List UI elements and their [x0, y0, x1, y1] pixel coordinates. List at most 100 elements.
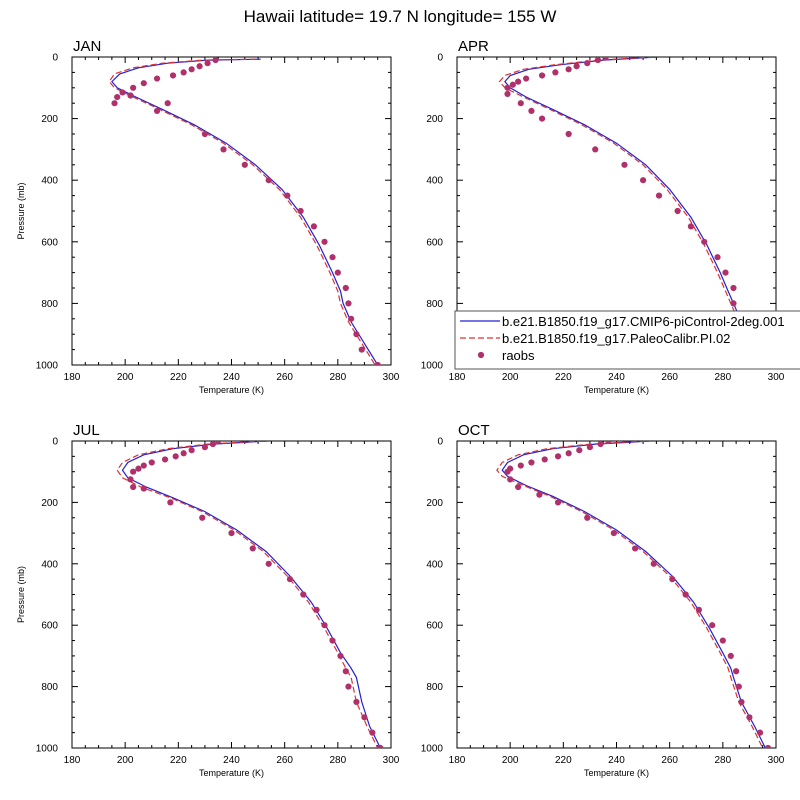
raobs-point: [321, 238, 328, 245]
x-tick-label: 200: [502, 372, 519, 383]
raobs-point: [374, 361, 381, 365]
raobs-point: [733, 668, 740, 675]
plot-frame: [71, 56, 392, 366]
raobs-point: [597, 441, 604, 448]
raobs-point: [228, 530, 235, 537]
x-tick-label: 220: [170, 755, 187, 766]
raobs-point: [249, 545, 256, 552]
x-tick-label: 300: [768, 372, 785, 383]
raobs-point: [504, 90, 511, 98]
raobs-point: [565, 450, 572, 457]
raobs-point: [342, 668, 349, 675]
raobs-point: [161, 456, 169, 463]
raobs-point: [188, 66, 195, 73]
y-tick-label: 400: [41, 559, 58, 570]
cmip6-line: [501, 441, 766, 748]
series-group: [496, 441, 772, 748]
raobs-point: [127, 92, 134, 99]
y-tick-label: 0: [437, 437, 443, 448]
x-axis-label: Temperature (K): [199, 385, 264, 395]
x-tick-label: 260: [276, 755, 293, 766]
x-tick-label: 280: [329, 372, 346, 383]
raobs-point: [730, 300, 737, 307]
raobs-point: [153, 75, 161, 82]
x-tick-label: 240: [223, 755, 240, 766]
raobs-point: [342, 284, 349, 292]
series-group: [108, 57, 381, 365]
paleocalibr-line: [496, 441, 764, 748]
x-tick-label: 300: [768, 755, 785, 766]
raobs-point: [345, 300, 352, 307]
x-tick-label: 260: [276, 372, 293, 383]
y-tick-label: 1000: [421, 744, 444, 755]
raobs-point: [353, 698, 360, 706]
raobs-point: [196, 63, 203, 70]
raobs-point: [358, 346, 365, 353]
legend-box: [454, 310, 800, 370]
raobs-point: [300, 591, 307, 598]
panels: 180 200 220 240 260 280 300 0 200 400 600 800 1000 Te…: [16, 38, 785, 778]
legend-label: b.e21.B1850.f19_g17.PaleoCalibr.PI.02: [502, 331, 730, 346]
raobs-point: [528, 107, 535, 114]
raobs-point: [148, 459, 155, 466]
x-tick-label: 180: [449, 372, 466, 383]
raobs-point: [313, 606, 320, 613]
y-tick-label: 600: [426, 237, 443, 248]
y-tick-label: 0: [52, 53, 58, 64]
panel-title: OCT: [458, 422, 490, 439]
raobs-point: [130, 483, 137, 491]
raobs-point: [650, 560, 657, 567]
raobs-point: [735, 683, 742, 690]
raobs-point: [369, 729, 376, 736]
y-tick-label: 800: [41, 682, 58, 693]
raobs-point: [610, 530, 617, 537]
paleocalibr-line: [116, 441, 379, 748]
series-group: [116, 441, 384, 748]
raobs-point: [172, 453, 179, 460]
raobs-point: [167, 499, 174, 506]
raobs-point: [509, 81, 516, 88]
raobs-point: [212, 57, 219, 64]
x-tick-label: 240: [608, 755, 625, 766]
raobs-point: [140, 80, 147, 87]
raobs-point: [130, 84, 137, 91]
x-axis-label: Temperature (K): [199, 768, 264, 778]
raobs-point: [669, 576, 676, 583]
raobs-point: [111, 100, 118, 107]
raobs-point: [515, 78, 522, 85]
raobs-point: [764, 744, 772, 748]
raobs-point: [345, 683, 352, 690]
raobs-point: [180, 450, 187, 457]
x-tick-label: 280: [329, 755, 346, 766]
raobs-point: [523, 75, 530, 82]
paleocalibr-line: [498, 57, 761, 365]
raobs-point: [180, 69, 187, 76]
raobs-point: [592, 146, 599, 153]
raobs-point: [738, 698, 745, 706]
x-axis-label: Temperature (K): [584, 768, 649, 778]
raobs-point: [377, 744, 384, 748]
raobs-point: [674, 207, 681, 215]
cmip6-line: [111, 58, 379, 365]
x-tick-label: 300: [383, 372, 400, 383]
raobs-point: [584, 60, 591, 67]
x-tick-label: 180: [64, 372, 81, 383]
raobs-point: [714, 254, 721, 261]
raobs-point: [321, 622, 328, 629]
raobs-point: [284, 192, 291, 199]
raobs-point: [265, 560, 272, 567]
raobs-point: [310, 223, 318, 230]
raobs-point: [114, 93, 121, 101]
raobs-point: [201, 444, 209, 451]
cmip6-line: [121, 441, 381, 748]
panel-jul: 180 200 220 240 260 280 300 0 200 400 600 800 1000 Te…: [16, 422, 400, 778]
raobs-point: [746, 714, 753, 721]
raobs-point: [632, 545, 639, 552]
raobs-point: [701, 238, 708, 245]
raobs-point: [297, 207, 304, 215]
figure-title: Hawaii latitude= 19.7 N longitude= 155 W: [244, 7, 557, 26]
raobs-point: [188, 447, 195, 454]
x-tick-label: 220: [170, 372, 187, 383]
raobs-point: [517, 100, 524, 107]
raobs-point: [265, 177, 272, 184]
